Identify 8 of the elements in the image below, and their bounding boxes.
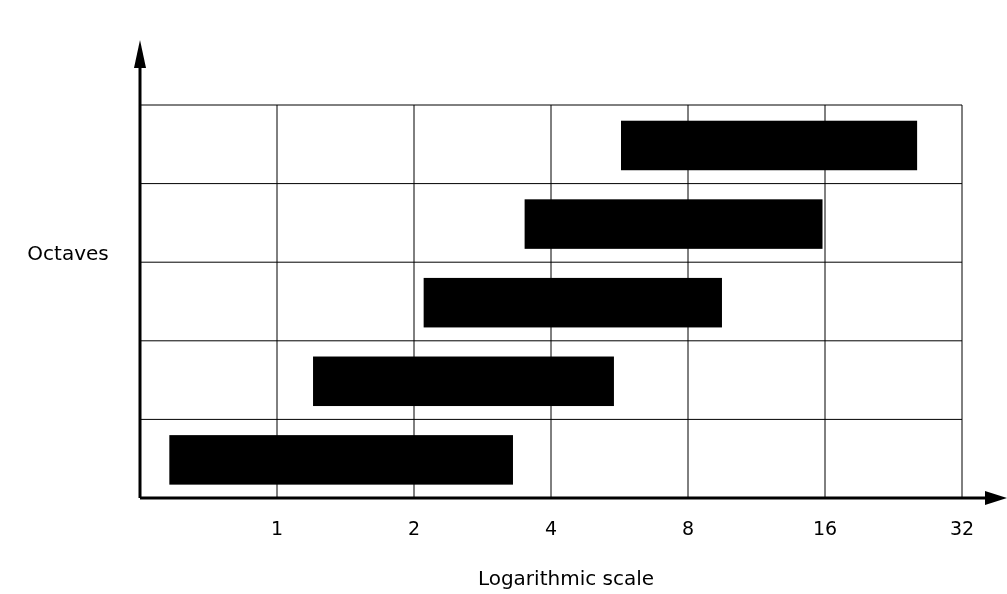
x-tick-label: 1 bbox=[270, 517, 284, 539]
x-tick-label: 32 bbox=[949, 517, 975, 539]
y-axis-title: Octaves bbox=[27, 241, 109, 265]
x-axis-title: Logarithmic scale bbox=[477, 566, 655, 590]
x-tick-label: 2 bbox=[407, 517, 421, 539]
x-tick-label: 8 bbox=[681, 517, 695, 539]
x-tick-label: 4 bbox=[544, 517, 558, 539]
x-tick-label: 16 bbox=[812, 517, 838, 539]
